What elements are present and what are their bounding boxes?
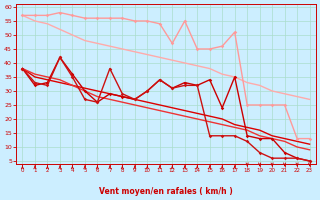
X-axis label: Vent moyen/en rafales ( km/h ): Vent moyen/en rafales ( km/h ) bbox=[99, 187, 233, 196]
